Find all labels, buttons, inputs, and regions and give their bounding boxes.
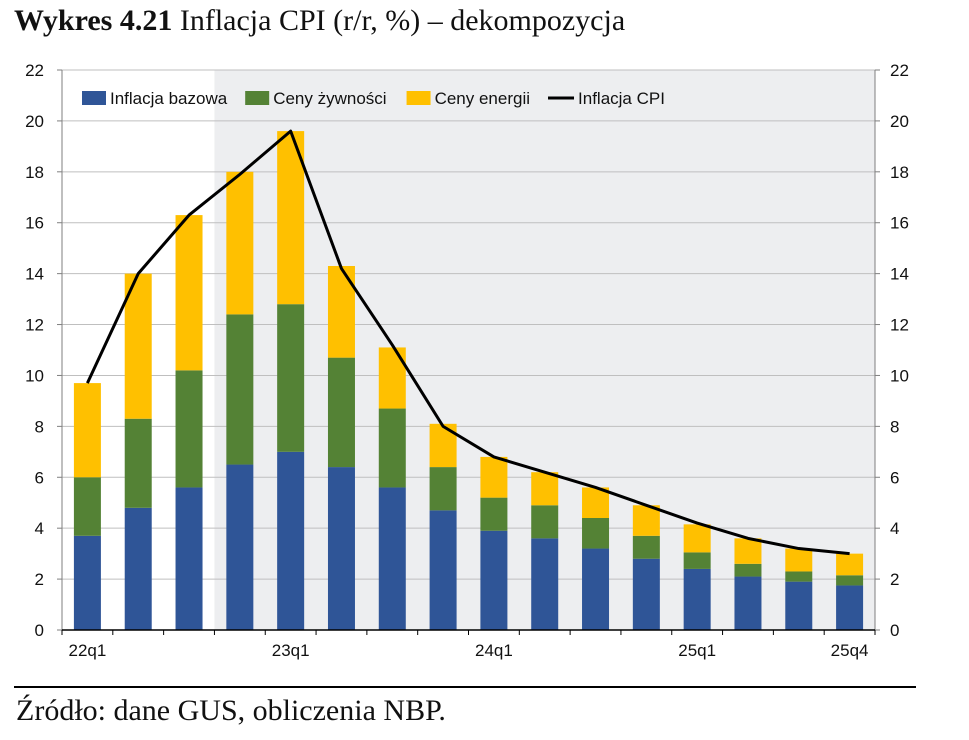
y-tick-label-right: 0 [890,621,899,640]
bar-energy-22q3 [175,215,203,371]
y-tick-label-left: 0 [35,621,44,640]
y-tick-label-left: 8 [35,417,44,436]
bar-energy-24q2 [531,472,559,506]
bar-energy-23q1 [277,131,305,305]
bar-food-24q1 [480,497,508,531]
x-tick-label-24q1: 24q1 [475,641,513,660]
x-tick-label-22q1: 22q1 [68,641,106,660]
y-tick-label-right: 10 [890,366,909,385]
chart-title-text: Inflacja CPI (r/r, %) – dekompozycja [172,4,626,37]
bar-food-25q1 [683,552,711,569]
bar-energy-24q1 [480,456,508,498]
bar-core-24q1 [480,530,508,630]
legend-key-energy [406,91,431,105]
y-tick-label-left: 22 [25,61,44,80]
y-tick-label-left: 18 [25,163,44,182]
bar-food-23q2 [327,357,355,468]
bar-food-23q3 [378,408,406,488]
bar-core-23q1 [277,451,305,630]
bar-core-23q4 [429,510,457,630]
bar-food-25q4 [836,575,864,586]
bar-food-25q3 [785,571,813,582]
x-tick-label-25q4: 25q4 [831,641,869,660]
y-tick-label-left: 10 [25,366,44,385]
bar-energy-22q2 [124,273,152,419]
y-tick-label-right: 16 [890,214,909,233]
bar-energy-23q2 [327,266,355,358]
bar-food-24q3 [582,518,610,549]
legend-label-food: Ceny żywności [273,89,386,108]
bar-food-22q4 [226,314,254,465]
bar-core-24q4 [632,558,660,630]
bar-food-23q1 [277,304,305,452]
y-tick-label-left: 12 [25,316,44,335]
source-note: Źródło: dane GUS, obliczenia NBP. [16,694,446,727]
bar-energy-22q1 [73,383,101,478]
y-tick-label-right: 6 [890,468,899,487]
y-tick-label-left: 20 [25,112,44,131]
bar-core-25q2 [734,576,762,630]
bar-food-22q2 [124,418,152,508]
y-tick-label-left: 4 [35,519,44,538]
legend-label-energy: Ceny energii [435,89,530,108]
bar-core-25q3 [785,581,813,630]
legend-label-core: Inflacja bazowa [110,89,228,108]
y-tick-label-right: 8 [890,417,899,436]
bar-food-22q1 [73,477,101,536]
bar-core-25q4 [836,585,864,630]
x-tick-label-23q1: 23q1 [272,641,310,660]
bar-energy-22q4 [226,171,254,315]
bar-energy-24q3 [582,487,610,518]
bar-food-25q2 [734,563,762,577]
bar-energy-25q3 [785,548,813,572]
legend-label-cpi: Inflacja CPI [578,89,665,108]
bar-food-22q3 [175,370,203,488]
bar-food-24q4 [632,535,660,559]
y-tick-label-right: 14 [890,265,909,284]
x-tick-label-25q1: 25q1 [678,641,716,660]
bar-energy-25q1 [683,524,711,553]
bar-energy-24q4 [632,505,660,536]
bar-core-22q4 [226,464,254,630]
bar-energy-23q3 [378,347,406,409]
source-divider [14,686,916,688]
y-tick-label-left: 2 [35,570,44,589]
y-tick-label-right: 4 [890,519,899,538]
y-tick-label-right: 12 [890,316,909,335]
bar-energy-25q2 [734,538,762,564]
bar-core-23q2 [327,467,355,630]
bar-core-22q3 [175,487,203,630]
bar-core-25q1 [683,568,711,630]
bar-core-22q1 [73,535,101,630]
y-tick-label-left: 14 [25,265,44,284]
bar-core-22q2 [124,507,152,630]
y-tick-label-right: 22 [890,61,909,80]
bar-food-24q2 [531,505,559,539]
legend-key-food [245,91,270,105]
y-tick-label-right: 20 [890,112,909,131]
bar-energy-25q4 [836,553,864,576]
bar-food-23q4 [429,467,457,511]
y-tick-label-left: 16 [25,214,44,233]
bar-core-24q3 [582,548,610,630]
y-tick-label-right: 2 [890,570,899,589]
y-tick-label-left: 6 [35,468,44,487]
bar-core-24q2 [531,538,559,630]
chart-title-number: Wykres 4.21 [14,4,173,37]
bar-core-23q3 [378,487,406,630]
y-tick-label-right: 18 [890,163,909,182]
cpi-line [86,129,850,556]
chart-title: Wykres 4.21 Inflacja CPI (r/r, %) – deko… [14,4,625,38]
legend-key-core [82,91,106,105]
